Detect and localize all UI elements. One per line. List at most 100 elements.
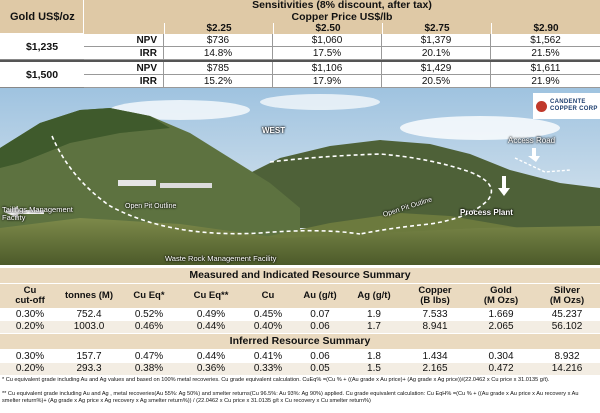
logo-mark-icon xyxy=(536,100,547,112)
column-header: Cu Eq* xyxy=(133,290,165,301)
value-cell: 17.5% xyxy=(273,47,382,59)
forest-ridge xyxy=(0,108,170,168)
table-cell: 0.472 xyxy=(488,363,514,374)
plant-building xyxy=(118,180,156,186)
value-cell: $1,060 xyxy=(273,34,382,46)
table-cell: 1003.0 xyxy=(73,321,105,332)
access-road-line xyxy=(514,157,571,173)
process-plant-arrow xyxy=(498,176,510,196)
table-cell: 0.20% xyxy=(15,321,45,332)
table-cell: 0.49% xyxy=(196,309,226,320)
table-cell: 0.304 xyxy=(488,351,514,362)
gold-price-cell: $1,235 xyxy=(0,34,84,60)
tailings-arrow xyxy=(4,206,44,218)
column-header: Gold (M Ozs) xyxy=(483,285,519,306)
value-cell: 21.5% xyxy=(531,48,560,59)
value-cell: $1,379 xyxy=(382,34,491,46)
value-cell: 14.8% xyxy=(164,47,273,59)
table-cell: 157.7 xyxy=(76,351,102,362)
waste-rock-label: Waste Rock Management Facility xyxy=(165,254,277,263)
table-cell: 1.9 xyxy=(367,309,381,320)
table-cell: 1.5 xyxy=(367,363,381,374)
table-cell: 0.41% xyxy=(253,351,283,362)
value-cell: 21.9% xyxy=(531,76,560,87)
cloud xyxy=(400,116,560,140)
column-header: Cu Eq** xyxy=(193,290,229,301)
table-cell: 14.216 xyxy=(551,363,583,374)
table-divider xyxy=(0,60,600,62)
measured-title: Measured and Indicated Resource Summary xyxy=(0,268,600,283)
logo-line-2: COPPER CORP xyxy=(550,106,598,112)
cloud xyxy=(260,94,380,110)
value-cell: 17.9% xyxy=(273,75,382,87)
tailings-label: Tailings Management Facility xyxy=(2,205,73,222)
column-header: Ag (g/t) xyxy=(357,290,391,301)
gold-price-header: Gold US$/oz xyxy=(0,0,84,34)
logo-line-1: CANDENTE xyxy=(550,99,586,105)
table-cell: 0.05 xyxy=(310,363,330,374)
resource-header-row: Cu cut-off tonnes (M) Cu Eq* Cu Eq** Cu … xyxy=(0,284,600,308)
table-row: 0.20% 293.3 0.38% 0.36% 0.33% 0.05 1.5 2… xyxy=(0,363,600,375)
table-cell: 0.44% xyxy=(196,351,226,362)
value-cell: $1,562 xyxy=(530,35,561,46)
table-cell: 0.33% xyxy=(253,363,283,374)
table-cell: 56.102 xyxy=(551,321,583,332)
open-pit-outline-left xyxy=(51,135,361,235)
table-cell: 0.46% xyxy=(134,321,164,332)
footnote: ** Cu equivalent grade including Au and … xyxy=(2,391,579,404)
copper-price-header: Copper Price US$/lb xyxy=(84,11,600,23)
metric-label: NPV xyxy=(84,62,164,74)
metric-label: NPV xyxy=(84,34,164,46)
copper-price-cell: $2.25 xyxy=(164,23,273,34)
column-header: Silver (M Ozs) xyxy=(549,285,585,306)
open-pit-outline-right xyxy=(269,153,493,235)
table-cell: 7.533 xyxy=(422,309,448,320)
table-cell: 1.8 xyxy=(367,351,381,362)
column-header: Cu xyxy=(261,290,275,301)
table-cell: 2.065 xyxy=(488,321,514,332)
sensitivity-row: IRR 14.8% 17.5% 20.1% 21.5% xyxy=(84,47,600,60)
column-header: tonnes (M) xyxy=(64,290,114,301)
table-row: 0.30% 752.4 0.52% 0.49% 0.45% 0.07 1.9 7… xyxy=(0,309,600,321)
sensitivity-row: IRR 15.2% 17.9% 20.5% 21.9% xyxy=(84,75,600,88)
table-cell: 0.06 xyxy=(310,321,330,332)
metric-label: IRR xyxy=(84,75,164,87)
table-cell: 45.237 xyxy=(551,309,583,320)
table-cell: 0.45% xyxy=(253,309,283,320)
value-cell: $736 xyxy=(164,34,273,46)
table-cell: 8.932 xyxy=(554,351,580,362)
value-cell: $1,429 xyxy=(382,62,491,74)
sensitivity-header: Sensitivities (8% discount, after tax) xyxy=(84,0,600,11)
copper-price-row: $2.25 $2.50 $2.75 $2.90 xyxy=(84,23,600,34)
value-cell: 15.2% xyxy=(164,75,273,87)
value-cell: $785 xyxy=(164,62,273,74)
table-cell: 1.434 xyxy=(422,351,448,362)
value-cell: 20.1% xyxy=(382,47,491,59)
access-road-arrow xyxy=(528,148,540,162)
table-cell: 0.30% xyxy=(15,351,45,362)
column-header: Au (g/t) xyxy=(303,290,337,301)
value-cell: $1,611 xyxy=(530,63,561,74)
table-cell: 0.30% xyxy=(15,309,45,320)
open-pit-label-left: Open Pit Outline xyxy=(125,203,177,210)
value-cell: 20.5% xyxy=(382,75,491,87)
table-cell: 0.52% xyxy=(134,309,164,320)
table-cell: 0.40% xyxy=(253,321,283,332)
gold-price-cell: $1,500 xyxy=(0,62,84,88)
west-label: WEST xyxy=(262,126,286,135)
foreground-vegetation xyxy=(0,218,600,265)
table-cell: 0.38% xyxy=(134,363,164,374)
sensitivity-table: Gold US$/oz Sensitivities (8% discount, … xyxy=(0,0,600,88)
table-cell: 1.669 xyxy=(488,309,514,320)
process-plant-label: Process Plant xyxy=(460,208,513,217)
table-cell: 752.4 xyxy=(76,309,102,320)
column-header: Copper (B lbs) xyxy=(418,285,452,306)
table-cell: 0.20% xyxy=(15,363,45,374)
access-road-label: Access Road xyxy=(508,136,556,145)
table-cell: 0.07 xyxy=(310,309,330,320)
company-logo: CANDENTE COPPER CORP xyxy=(533,93,600,119)
table-cell: 0.06 xyxy=(310,351,330,362)
table-cell: 1.7 xyxy=(367,321,381,332)
table-cell: 2.165 xyxy=(422,363,448,374)
